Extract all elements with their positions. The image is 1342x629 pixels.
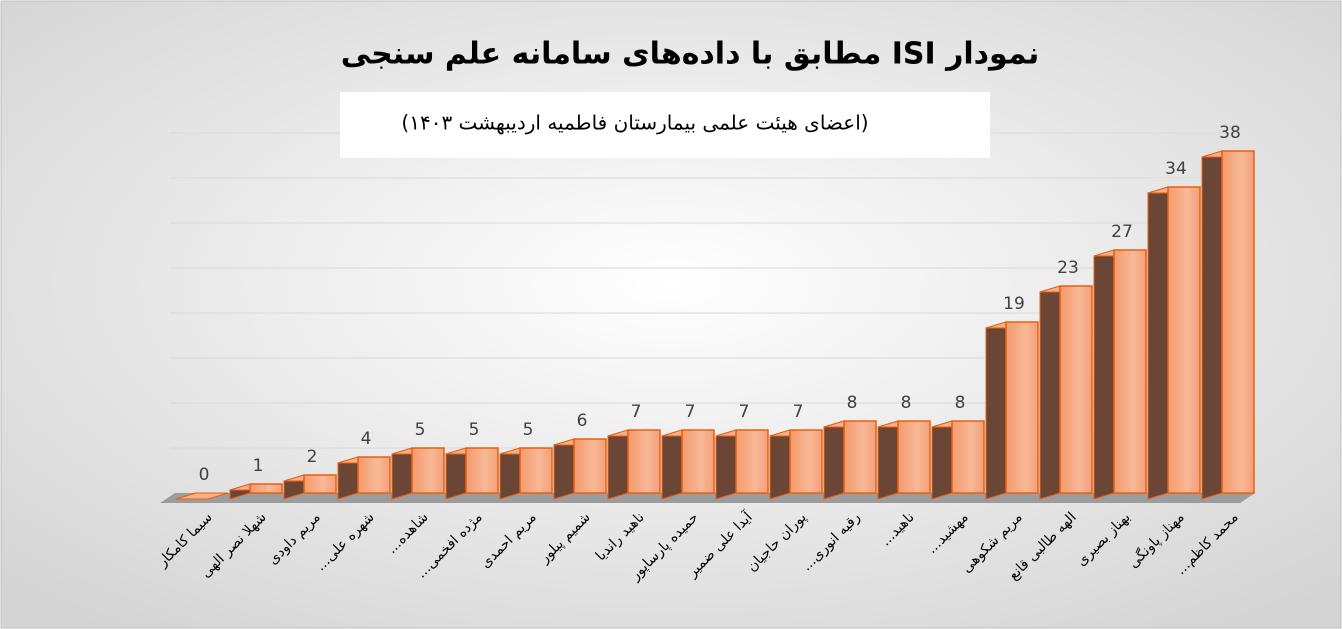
bar-side xyxy=(715,429,737,500)
bar-top xyxy=(175,492,229,500)
bar xyxy=(445,447,499,500)
data-label: 27 xyxy=(1111,222,1133,242)
bar xyxy=(391,447,445,500)
data-label: 4 xyxy=(361,429,372,449)
data-label: 5 xyxy=(523,420,534,440)
bar xyxy=(1201,150,1255,500)
bar xyxy=(283,474,337,500)
chart-title: نمودار ISI مطابق با داده‌های سامانه علم … xyxy=(341,37,1040,72)
bar-side xyxy=(661,429,683,500)
bar xyxy=(175,492,229,500)
bar xyxy=(607,429,661,500)
bar-front xyxy=(411,447,445,494)
bar-side xyxy=(1201,150,1223,500)
bar-front xyxy=(1005,321,1039,494)
data-label: 5 xyxy=(415,420,426,440)
data-label: 6 xyxy=(577,411,588,431)
bar xyxy=(1093,249,1147,500)
bar-side xyxy=(877,420,899,500)
data-label: 34 xyxy=(1165,159,1187,179)
bar-front xyxy=(735,429,769,494)
bar xyxy=(769,429,823,500)
bar-side xyxy=(391,447,413,500)
bar-front xyxy=(249,483,283,494)
bar-side xyxy=(823,420,845,500)
data-label: 23 xyxy=(1057,258,1079,278)
bar-side xyxy=(769,429,791,500)
bar-front xyxy=(519,447,553,494)
bar xyxy=(823,420,877,500)
bar-side xyxy=(985,321,1007,500)
bar-side xyxy=(931,420,953,500)
bar-front xyxy=(789,429,823,494)
bar xyxy=(661,429,715,500)
data-label: 7 xyxy=(739,402,750,422)
bar-side xyxy=(499,447,521,500)
bar xyxy=(877,420,931,500)
bar-side xyxy=(445,447,467,500)
bar-front xyxy=(573,438,607,494)
bar-front xyxy=(627,429,661,494)
bar-side xyxy=(553,438,575,500)
bar-front xyxy=(1113,249,1147,494)
bar xyxy=(337,456,391,500)
bar-side xyxy=(1039,285,1061,500)
floor xyxy=(160,493,1255,503)
data-label: 19 xyxy=(1003,294,1025,314)
bar xyxy=(1039,285,1093,500)
data-label: 38 xyxy=(1219,123,1241,143)
data-label: 2 xyxy=(307,447,318,467)
bar xyxy=(499,447,553,500)
bar-front xyxy=(357,456,391,494)
bar xyxy=(931,420,985,500)
data-label: 8 xyxy=(901,393,912,413)
data-label: 1 xyxy=(253,456,264,476)
bar-front xyxy=(843,420,877,494)
bar xyxy=(553,438,607,500)
data-label: 0 xyxy=(199,465,210,485)
bar xyxy=(715,429,769,500)
bar-front xyxy=(951,420,985,494)
data-label: 8 xyxy=(847,393,858,413)
bar-front xyxy=(1221,150,1255,494)
bar xyxy=(1147,186,1201,500)
data-label: 5 xyxy=(469,420,480,440)
bar-front xyxy=(681,429,715,494)
bar-side xyxy=(607,429,629,500)
chart-subtitle: (اعضای هیئت علمی بیمارستان فاطمیه اردیبه… xyxy=(401,111,868,135)
bar-front xyxy=(303,474,337,494)
bar-side xyxy=(1147,186,1169,500)
bar-front xyxy=(465,447,499,494)
data-label: 8 xyxy=(955,393,966,413)
bar-front xyxy=(1167,186,1201,494)
bar xyxy=(985,321,1039,500)
data-label: 7 xyxy=(685,402,696,422)
bar-front xyxy=(1059,285,1093,494)
subtitle-box xyxy=(340,92,990,158)
bar-front xyxy=(897,420,931,494)
data-label: 7 xyxy=(793,402,804,422)
bar xyxy=(229,483,283,500)
bar-side xyxy=(1093,249,1115,500)
data-label: 7 xyxy=(631,402,642,422)
